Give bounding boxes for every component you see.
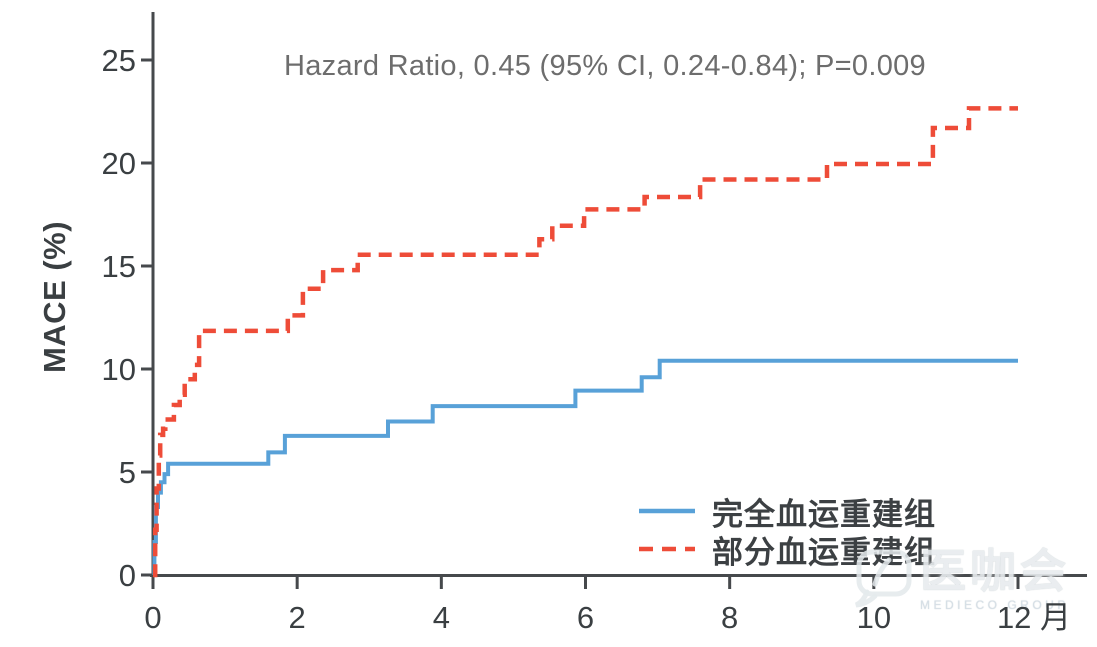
x-tick-label: 6 [576, 600, 595, 635]
legend-label-complete: 完全血运重建组 [712, 496, 936, 532]
legend-label-partial: 部分血运重建组 [712, 534, 936, 570]
x-tick-label: 0 [144, 600, 162, 635]
y-tick-label: 5 [118, 455, 136, 490]
legend-item-complete: 完全血运重建组 [636, 493, 936, 532]
y-axis-label: MACE (%) [37, 220, 72, 374]
legend-item-partial: 部分血运重建组 [636, 531, 936, 570]
y-tick-label: 25 [101, 43, 136, 78]
y-tick-label: 10 [101, 352, 136, 387]
x-tick-label: 10 [856, 600, 892, 635]
y-tick-label: 15 [101, 249, 136, 284]
legend-line-solid-icon [639, 508, 695, 514]
x-tick-label: 4 [432, 600, 450, 635]
x-tick-label: 8 [721, 600, 739, 635]
legend-line-dashed-icon [639, 546, 695, 552]
x-tick-label: 2 [288, 600, 306, 635]
x-tick-label: 12 月 [996, 600, 1072, 635]
y-tick-label: 20 [101, 146, 136, 181]
chart-title: Hazard Ratio, 0.45 (95% CI, 0.24-0.84); … [284, 50, 926, 82]
series-line-partial [152, 106, 1018, 578]
y-tick-label: 0 [118, 558, 136, 593]
